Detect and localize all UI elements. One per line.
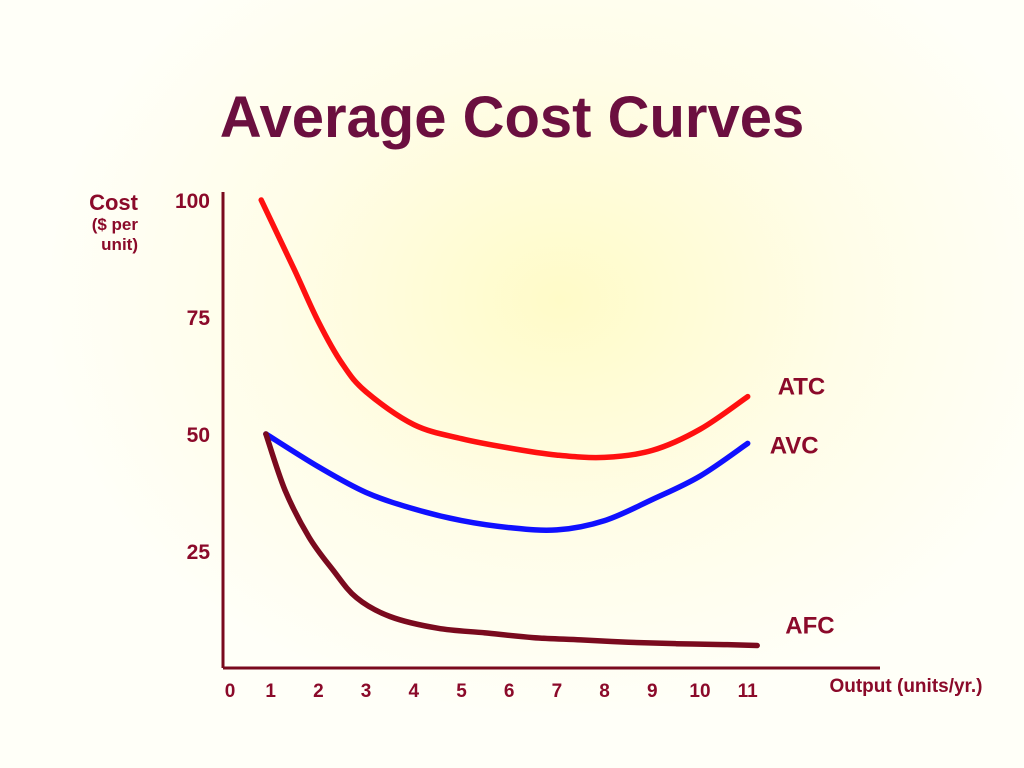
x-tick-label: 6 [504, 681, 515, 702]
x-tick-label: 10 [689, 681, 710, 702]
y-tick-label: 100 [175, 190, 210, 213]
y-axis-label: Cost ($ per unit) [60, 190, 138, 254]
x-tick-label: 5 [456, 681, 467, 702]
y-axis-label-line-2: ($ per [91, 215, 138, 235]
avc-label: AVC [770, 432, 819, 459]
x-tick-label: 4 [409, 681, 420, 702]
atc-curve [258, 197, 751, 461]
afc-curve [263, 431, 760, 649]
x-tick-label: 9 [647, 681, 658, 702]
y-axis-label-line-1: Cost [89, 190, 138, 215]
afc-label: AFC [785, 613, 834, 640]
series-group [258, 197, 760, 649]
x-tick-label: 11 [738, 681, 759, 702]
atc-label: ATC [778, 374, 826, 401]
y-tick-label: 25 [187, 541, 211, 564]
x-tick-label: 0 [225, 681, 236, 702]
y-tick-label: 50 [187, 424, 210, 447]
labels-group: 100 75 50 25 0 1 2 3 4 5 6 7 8 9 10 11 Output (units/yr.… [175, 190, 983, 702]
x-axis-label: Output (units/yr.) [829, 676, 982, 697]
y-axis-label-line-3: unit) [101, 234, 138, 254]
axes [221, 192, 880, 670]
x-tick-label: 1 [265, 681, 276, 702]
x-tick-label: 3 [361, 681, 372, 702]
y-tick-label: 75 [187, 307, 211, 330]
chart-title: Average Cost Curves [219, 85, 805, 150]
x-tick-label: 2 [313, 681, 324, 702]
x-tick-label: 7 [552, 681, 563, 702]
avc-curve [263, 431, 751, 534]
x-tick-label: 8 [599, 681, 610, 702]
